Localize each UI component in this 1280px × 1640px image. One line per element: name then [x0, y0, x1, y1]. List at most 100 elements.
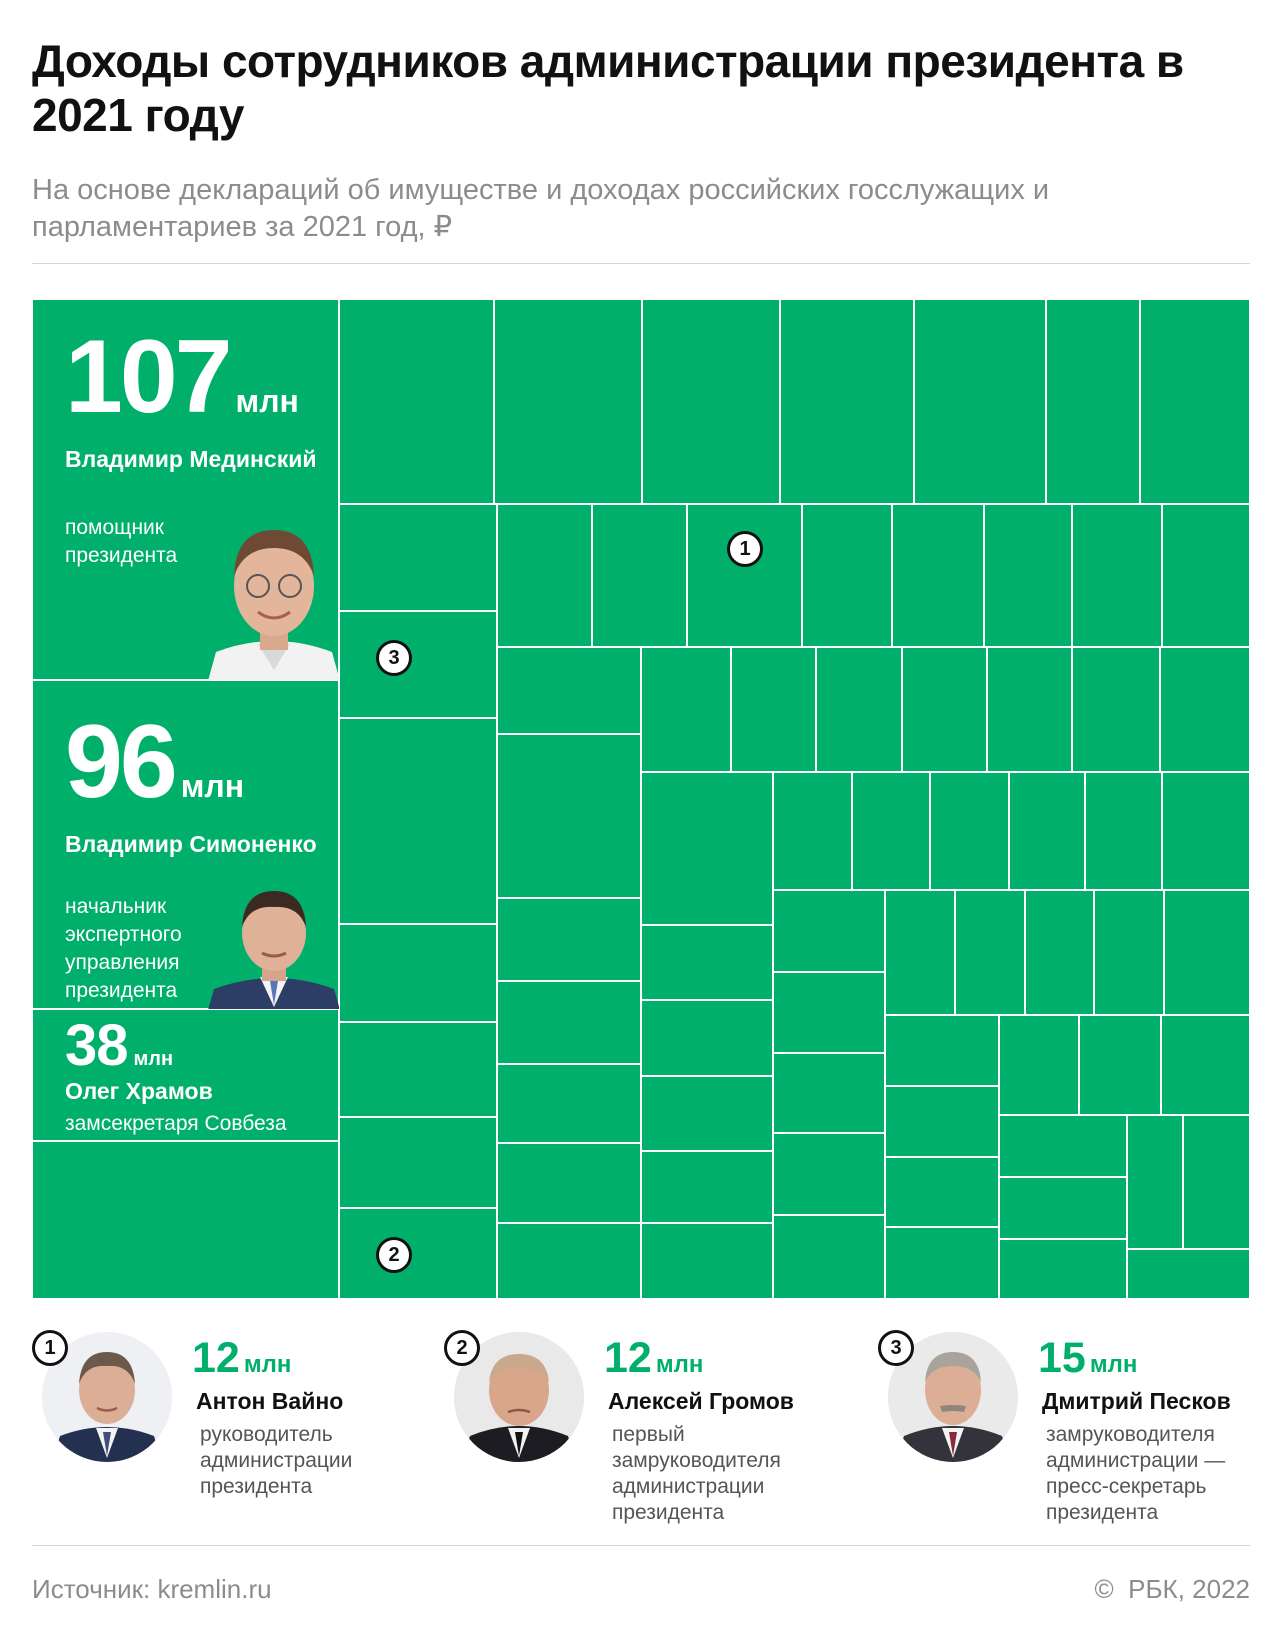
gromov-photo [454, 1332, 584, 1462]
treemap-marker-1: 1 [727, 531, 763, 567]
tile [773, 1133, 885, 1215]
tile [987, 647, 1072, 772]
tile [773, 890, 885, 972]
callout-peskov-role: замруководителя администрации — пресс-се… [1046, 1423, 1226, 1524]
tile [885, 1086, 999, 1157]
tile [852, 772, 930, 890]
tile [885, 1227, 999, 1299]
callout-gromov: 2 12 млн Алексей Громов первый замруковод… [444, 1330, 824, 1524]
callout-gromov-role: первый замруководителя администрации пре… [612, 1423, 781, 1524]
tile [1127, 1249, 1250, 1299]
source-label: Источник: kremlin.ru [32, 1574, 272, 1604]
tile [339, 1117, 497, 1208]
tile [497, 1223, 641, 1299]
callout-gromov-name: Алексей Громов [608, 1388, 794, 1414]
callout-vaino-role: руководитель администрации президента [200, 1423, 353, 1498]
tile [641, 647, 731, 772]
tile-khramov-unit: млн [133, 1048, 174, 1070]
treemap-marker-2: 2 [376, 1237, 412, 1273]
callout-gromov-number: 12 [604, 1334, 652, 1382]
tile [1183, 1115, 1250, 1249]
tile [773, 772, 852, 890]
tile [816, 647, 902, 772]
tile [984, 504, 1072, 647]
tile-simonenko-value: 96 млн [65, 703, 244, 822]
tile [773, 972, 885, 1053]
tile [1085, 772, 1162, 890]
callout-peskov-name: Дмитрий Песков [1042, 1388, 1231, 1414]
tile [641, 925, 773, 1000]
simonenko-photo [208, 879, 340, 1010]
tile [641, 1000, 773, 1076]
tile [1162, 504, 1250, 647]
tile [339, 1022, 497, 1117]
tile [773, 1053, 885, 1133]
bottom-divider [32, 1545, 1250, 1546]
tile-khramov: 38 млн Олег Храмов замсекретаря Совбеза [32, 1009, 339, 1141]
tile-medinsky: 107 млн Владимир Мединский помощник прези… [32, 299, 340, 681]
callout-peskov-value: 15 млн [1038, 1334, 1137, 1383]
tile [999, 1115, 1127, 1177]
treemap-marker-3: 3 [376, 640, 412, 676]
tile [32, 1141, 339, 1299]
tile [641, 1076, 773, 1151]
tile [1072, 504, 1162, 647]
tile [1094, 890, 1164, 1015]
tile [1009, 772, 1085, 890]
callout-marker-3: 3 [878, 1330, 914, 1366]
tile-khramov-name: Олег Храмов [65, 1078, 213, 1104]
tile [339, 611, 497, 718]
tile-simonenko: 96 млн Владимир Симоненко начальник экспе… [32, 680, 340, 1010]
callout-peskov-number: 15 [1038, 1334, 1086, 1382]
tile-simonenko-role: начальник экспертного управления президе… [65, 895, 182, 1002]
tile [930, 772, 1009, 890]
medinsky-photo [208, 512, 340, 681]
tile [1072, 647, 1160, 772]
callout-vaino-number: 12 [192, 1334, 240, 1382]
tile [497, 981, 641, 1064]
tile [1161, 1015, 1250, 1115]
chart-subtitle: На основе деклараций об имуществе и дохо… [32, 174, 1050, 243]
tile [731, 647, 816, 772]
tile [780, 299, 914, 504]
callout-gromov-value: 12 млн [604, 1334, 703, 1383]
tile [892, 504, 984, 647]
tile [773, 1215, 885, 1299]
treemap: 107 млн Владимир Мединский помощник прези… [32, 299, 1250, 1299]
chart-title: Доходы сотрудников администрации президе… [32, 35, 1184, 141]
tile [1127, 1115, 1183, 1249]
tile-khramov-number: 38 [65, 1013, 129, 1078]
tile [1025, 890, 1094, 1015]
tile-simonenko-unit: млн [180, 768, 245, 804]
tile [641, 772, 773, 925]
tile [339, 924, 497, 1022]
tile [1160, 647, 1250, 772]
callout-peskov: 3 15 млн Дмитрий Песков замруководителя а… [878, 1330, 1250, 1524]
tile [687, 504, 802, 647]
callout-gromov-unit: млн [655, 1351, 704, 1378]
tile [497, 1143, 641, 1223]
peskov-photo [888, 1332, 1018, 1462]
copyright-label: © РБК, 2022 [1094, 1574, 1250, 1604]
tile [497, 1064, 641, 1143]
tile [339, 504, 497, 611]
tile [497, 504, 592, 647]
tile-khramov-value: 38 млн [65, 1012, 173, 1079]
tile-medinsky-value: 107 млн [65, 318, 299, 437]
tile [885, 1157, 999, 1227]
tile [955, 890, 1025, 1015]
tile-medinsky-number: 107 [65, 319, 233, 435]
callout-peskov-unit: млн [1089, 1351, 1138, 1378]
tile [339, 718, 497, 924]
callout-marker-1: 1 [32, 1330, 68, 1366]
tile [885, 1015, 999, 1086]
tile [497, 898, 641, 981]
callout-marker-2: 2 [444, 1330, 480, 1366]
tile [339, 1208, 497, 1299]
tile [885, 890, 955, 1015]
tile [641, 1223, 773, 1299]
tile [1140, 299, 1250, 504]
tile [999, 1239, 1127, 1299]
callout-vaino-value: 12 млн [192, 1334, 291, 1383]
tile [1046, 299, 1140, 504]
